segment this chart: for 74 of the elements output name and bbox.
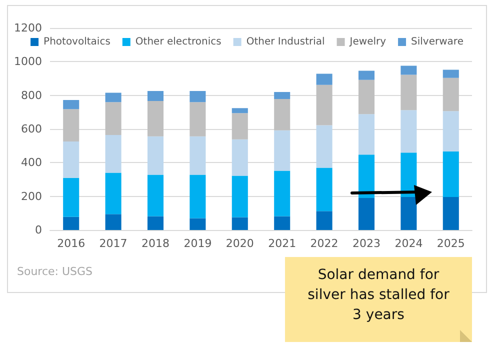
bar: [63, 100, 80, 110]
bar: [147, 90, 164, 102]
text: Solar demand for silver has stalled for 3 years: [308, 267, 450, 323]
x-tick-label: 2022: [310, 237, 338, 250]
bar: [400, 110, 417, 153]
bar: [190, 90, 206, 102]
legend-label: Other Industrial: [246, 36, 325, 48]
legend-label: Silverware: [411, 36, 464, 48]
bar: [63, 141, 80, 178]
bar: [105, 92, 122, 102]
x-tick-label: 2016: [57, 237, 86, 250]
bar: [274, 130, 290, 171]
bar: [190, 102, 206, 136]
bar: [316, 211, 332, 230]
bar: [274, 99, 290, 130]
bar: [105, 102, 122, 136]
bar: [147, 101, 164, 136]
bar: [232, 176, 248, 218]
bar: [316, 84, 332, 126]
bar: [442, 70, 459, 78]
y-tick-label: 400: [21, 156, 42, 170]
bar: [232, 217, 248, 230]
x-tick-label: 2024: [394, 237, 423, 250]
bar: [442, 197, 459, 230]
bar: [442, 111, 459, 152]
bar: [190, 136, 206, 175]
bar: [442, 78, 459, 112]
y-tick-label: 1200: [14, 22, 42, 34]
source-note: Source: USGS: [17, 265, 93, 278]
x-tick-label: 2019: [184, 237, 212, 250]
y-tick-label: 0: [35, 224, 42, 236]
x-tick-label: 2023: [352, 237, 380, 250]
bar: [63, 178, 80, 217]
bar: [400, 197, 417, 230]
bar: [147, 174, 164, 216]
x-tick-label: 2018: [142, 237, 170, 250]
bar: [105, 135, 122, 173]
bar: [232, 108, 248, 114]
bar: [400, 66, 417, 75]
bar: [358, 114, 375, 155]
x-tick-label: 2021: [268, 237, 296, 250]
legend-label: Other electronics: [135, 36, 222, 48]
bar: [274, 170, 290, 216]
x-tick-label: 2025: [436, 237, 465, 250]
y-tick-label: 1000: [14, 55, 42, 68]
bar: [316, 74, 332, 85]
bar: [147, 136, 164, 175]
bar: [316, 168, 332, 212]
bar: [105, 214, 122, 230]
bar: [190, 218, 206, 230]
bar: [358, 80, 375, 114]
bar: [442, 152, 459, 198]
y-tick-label: 600: [21, 122, 42, 136]
bar: [105, 172, 122, 214]
bar: [358, 70, 375, 80]
bar: [63, 216, 80, 230]
bar: [63, 109, 80, 142]
bar: [274, 92, 290, 100]
y-tick-label: 800: [21, 88, 42, 102]
legend-label: Photovoltaics: [44, 36, 110, 48]
bar: [232, 113, 248, 140]
legend-label: Jewelry: [348, 36, 386, 48]
bar: [232, 139, 248, 176]
x-tick-label: 2017: [99, 237, 128, 250]
bar: [274, 216, 290, 230]
x-tick-label: 2020: [226, 237, 254, 250]
bar: [190, 174, 206, 218]
bar: [147, 216, 164, 230]
bar: [316, 125, 332, 168]
bar: [400, 152, 417, 198]
bar: [358, 198, 375, 230]
bar: [358, 154, 375, 198]
bar: [400, 74, 417, 110]
y-tick-label: 200: [21, 190, 42, 203]
